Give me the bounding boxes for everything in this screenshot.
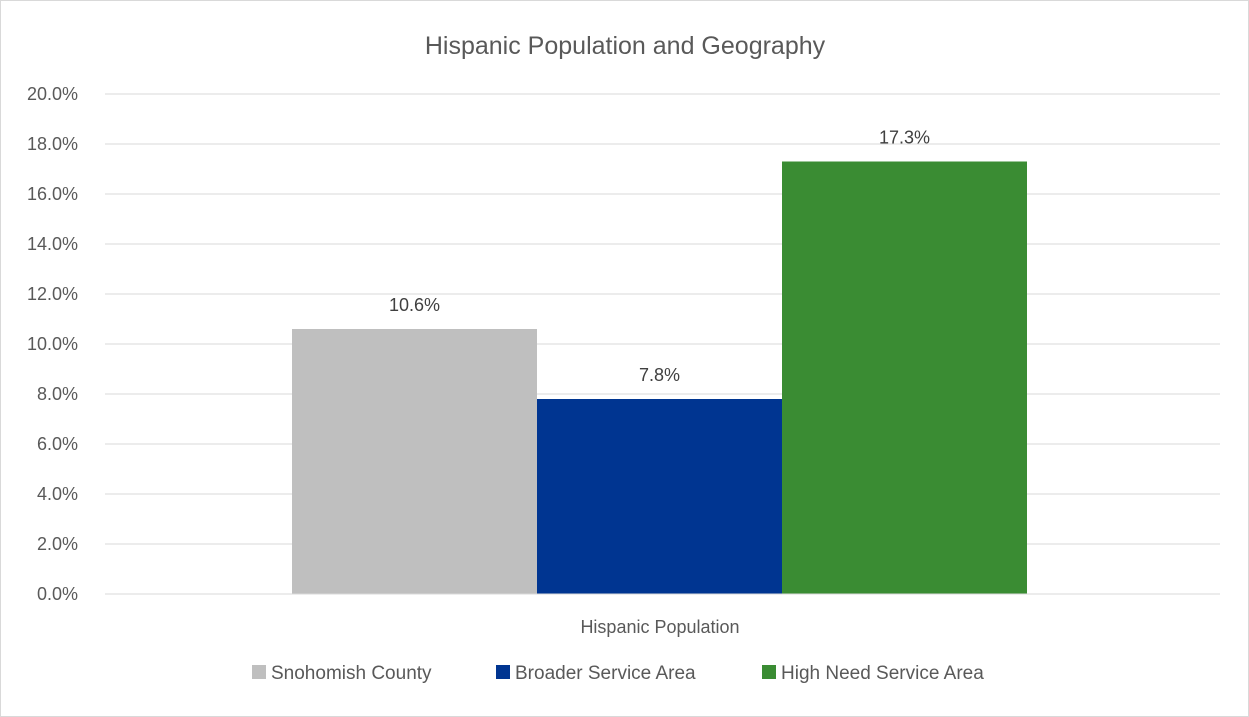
data-label: 17.3% [879, 128, 930, 148]
y-tick-label: 6.0% [37, 434, 78, 454]
x-category-label: Hispanic Population [580, 617, 739, 637]
bars [292, 161, 1027, 594]
y-tick-label: 20.0% [27, 84, 78, 104]
legend-swatch [496, 665, 510, 679]
legend: Snohomish County Broader Service Area High… [252, 663, 984, 684]
y-tick-label: 8.0% [37, 384, 78, 404]
y-tick-label: 18.0% [27, 134, 78, 154]
bar-broader-service-area [537, 399, 782, 594]
bar-snohomish-county [292, 329, 537, 594]
y-tick-label: 2.0% [37, 534, 78, 554]
y-tick-label: 14.0% [27, 234, 78, 254]
data-labels: 10.6% 7.8% 17.3% [389, 128, 930, 386]
legend-swatch [252, 665, 266, 679]
legend-label: Snohomish County [271, 663, 432, 684]
y-tick-label: 4.0% [37, 484, 78, 504]
legend-label: Broader Service Area [515, 663, 696, 684]
y-axis-ticks: 0.0% 2.0% 4.0% 6.0% 8.0% 10.0% 12.0% 14.0% 16.0%… [27, 84, 78, 604]
chart-title: Hispanic Population and Geography [425, 32, 826, 60]
y-tick-label: 10.0% [27, 334, 78, 354]
legend-label: High Need Service Area [781, 663, 984, 684]
bar-high-need-service-area [782, 161, 1027, 594]
y-tick-label: 16.0% [27, 184, 78, 204]
y-tick-label: 12.0% [27, 284, 78, 304]
legend-swatch [762, 665, 776, 679]
gridlines [105, 93, 1220, 545]
data-label: 7.8% [639, 365, 680, 385]
y-tick-label: 0.0% [37, 584, 78, 604]
data-label: 10.6% [389, 295, 440, 315]
